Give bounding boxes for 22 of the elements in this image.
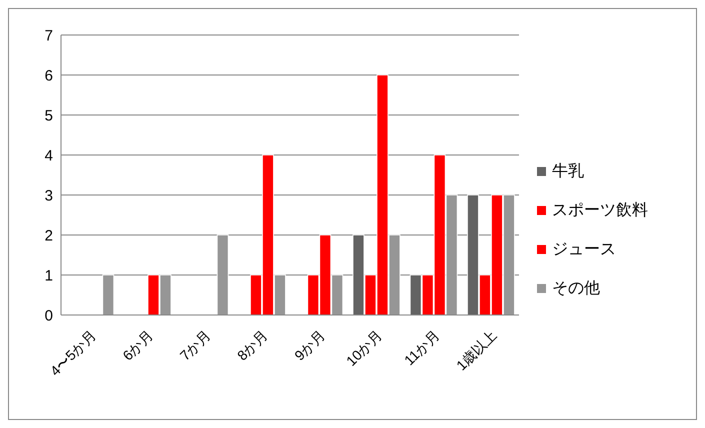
x-tick-label: 7か月 (176, 326, 214, 364)
legend-label: ジュース (552, 240, 616, 260)
y-tick-label: 0 (44, 307, 53, 324)
y-tick-label: 3 (44, 187, 53, 204)
y-tick-label: 6 (44, 67, 53, 84)
x-tick-label: 4〜5か月 (46, 326, 99, 379)
x-tick-label: 8か月 (234, 326, 271, 364)
y-tick-label: 4 (44, 147, 53, 164)
legend-label: その他 (552, 279, 600, 299)
legend-label: 牛乳 (552, 162, 584, 182)
x-tick-label: 6か月 (119, 326, 156, 364)
x-tick-label: 10か月 (342, 326, 386, 370)
bar (216, 234, 229, 315)
y-tick-label: 5 (44, 107, 53, 124)
bar (102, 274, 114, 315)
y-tick-label: 1 (44, 267, 53, 284)
x-tick-label: 9か月 (291, 326, 328, 364)
x-tick-label: 1歳以上 (453, 326, 500, 374)
legend-label: スポーツ飲料 (552, 200, 648, 221)
y-tick-label: 7 (44, 27, 53, 44)
y-tick-label: 2 (44, 227, 53, 244)
x-tick-label: 11か月 (400, 326, 442, 368)
